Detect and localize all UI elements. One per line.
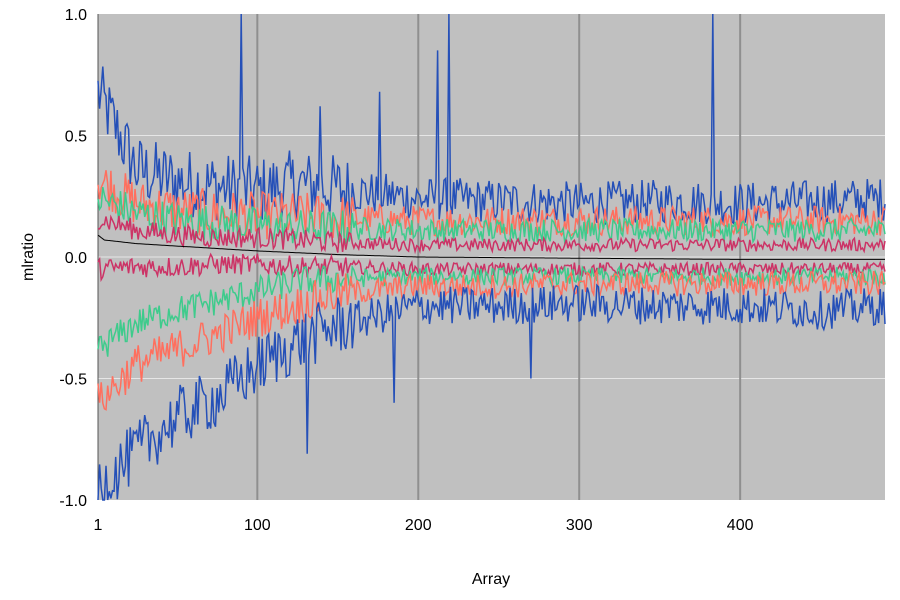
y-tick-label: 1.0 xyxy=(65,7,87,24)
series-line-4 xyxy=(97,234,885,260)
x-tick-label: 1 xyxy=(94,517,103,534)
series-line-8 xyxy=(97,283,886,501)
y-tick-label: -0.5 xyxy=(59,372,87,389)
series-line-3 xyxy=(97,214,886,255)
series-line-7 xyxy=(97,268,886,411)
y-axis-title: mlratio xyxy=(20,233,37,281)
x-tick-label: 400 xyxy=(727,517,754,534)
x-tick-label: 100 xyxy=(244,517,271,534)
x-axis-title: Array xyxy=(472,571,510,588)
series-line-1 xyxy=(97,170,886,241)
x-tick-labels: 1 100 200 300 400 xyxy=(94,517,754,534)
y-tick-label: 0.5 xyxy=(65,129,87,146)
x-tick-label: 300 xyxy=(566,517,593,534)
y-tick-label: -1.0 xyxy=(59,493,87,510)
series-line-0 xyxy=(97,13,886,226)
y-tick-labels: -1.0 -0.5 0.0 0.5 1.0 xyxy=(59,7,87,510)
series-line-5 xyxy=(97,252,886,283)
x-tick-label: 200 xyxy=(405,517,432,534)
y-tick-label: 0.0 xyxy=(65,250,87,267)
series-lines xyxy=(97,13,886,501)
